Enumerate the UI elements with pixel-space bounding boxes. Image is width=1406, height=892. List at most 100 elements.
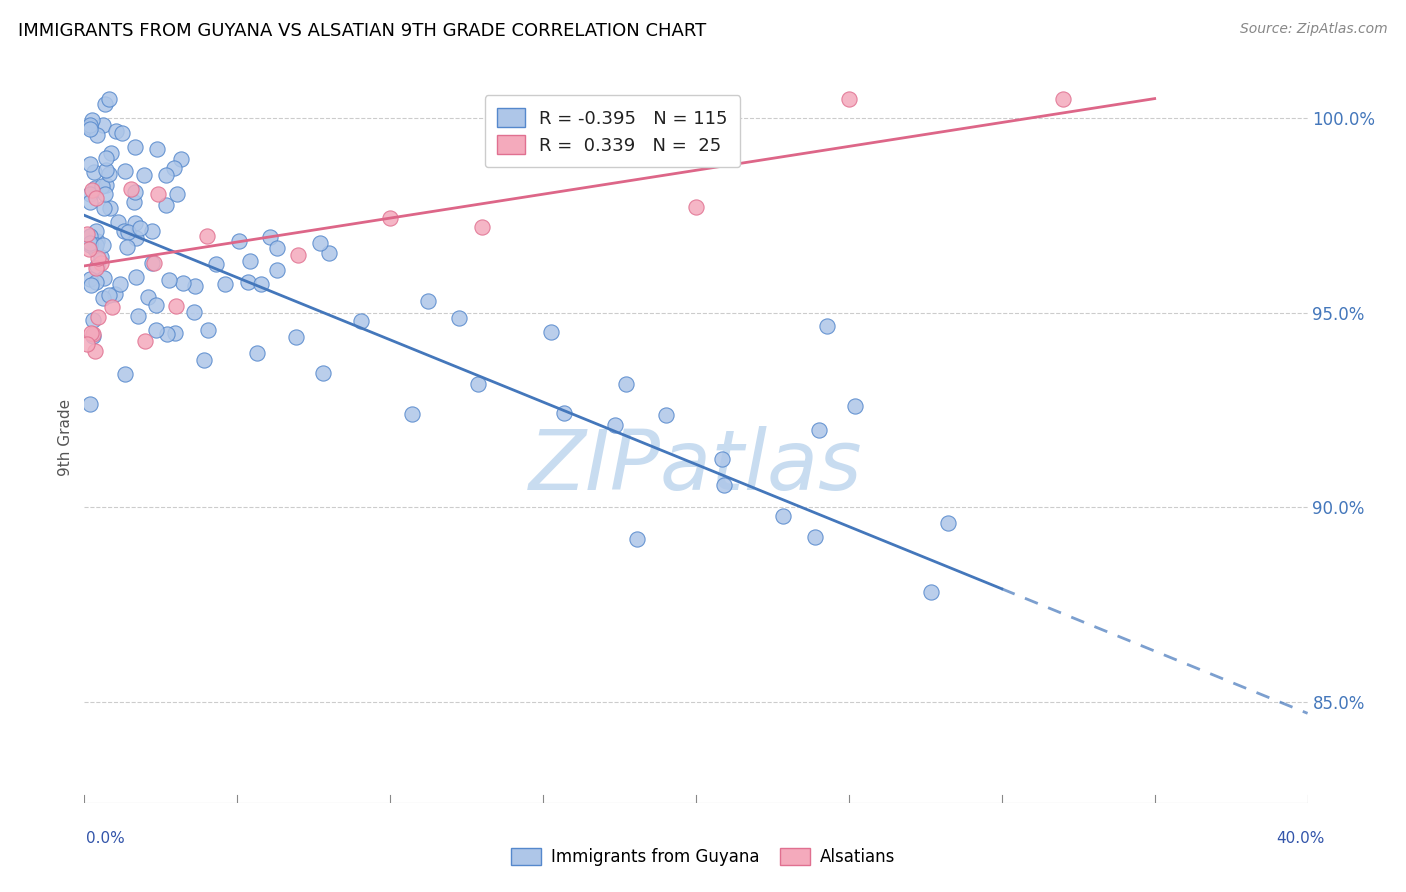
Point [145,298,167,312]
Point [134,168,156,182]
Point [416,293,439,308]
Legend: Immigrants from Guyana, Alsatians: Immigrants from Guyana, Alsatians [505,841,901,873]
Point [134,334,156,348]
Point [100,146,122,161]
Point [122,194,145,209]
Text: IMMIGRANTS FROM GUYANA VS ALSATIAN 9TH GRADE CORRELATION CHART: IMMIGRANTS FROM GUYANA VS ALSATIAN 9TH G… [18,22,707,40]
Point [93,270,115,285]
Text: 0.0%: 0.0% [86,831,125,846]
Point [141,256,163,270]
Point [107,215,129,229]
Point [120,182,142,196]
Point [287,248,309,262]
Point [93,291,115,305]
Point [84,191,107,205]
Point [125,231,148,245]
Point [239,253,262,268]
Point [97,92,120,106]
Point [1052,92,1074,106]
Point [105,124,128,138]
Point [76,227,98,241]
Point [142,255,165,269]
Point [193,353,215,368]
Point [79,118,101,132]
Point [96,163,118,178]
Point [136,290,159,304]
Point [804,530,827,544]
Point [844,399,866,413]
Point [170,153,193,167]
Point [76,337,98,351]
Point [713,478,735,492]
Text: ZIPatlas: ZIPatlas [529,425,863,507]
Point [79,186,101,201]
Point [93,202,115,216]
Point [83,242,105,256]
Point [84,238,107,252]
Point [86,128,108,142]
Point [183,305,205,319]
Point [266,241,288,255]
Point [86,234,108,248]
Point [83,165,105,179]
Point [94,151,117,165]
Point [129,220,152,235]
Point [157,273,180,287]
Point [807,423,830,437]
Point [401,407,423,421]
Point [101,301,124,315]
Point [114,367,136,381]
Point [80,277,103,292]
Point [127,310,149,324]
Point [104,287,127,301]
Point [98,201,121,215]
Point [146,142,169,156]
Point [124,186,146,200]
Point [79,120,101,134]
Point [117,240,139,254]
Point [108,277,131,291]
Point [82,312,104,326]
Point [553,406,575,420]
Point [97,167,120,181]
Point [172,276,194,290]
Y-axis label: 9th Grade: 9th Grade [58,399,73,475]
Point [80,183,103,197]
Point [84,344,107,359]
Point [540,325,562,339]
Point [124,139,146,153]
Point [155,327,177,342]
Point [90,255,112,269]
Point [91,118,114,132]
Point [79,228,101,243]
Point [250,277,273,292]
Point [80,326,103,340]
Point [79,122,101,136]
Point [603,417,626,432]
Point [166,186,188,201]
Point [184,279,207,293]
Point [467,377,489,392]
Point [145,323,167,337]
Point [114,163,136,178]
Point [84,181,107,195]
Point [79,229,101,244]
Point [447,311,470,326]
Point [86,275,108,289]
Point [655,408,678,422]
Point [79,156,101,170]
Point [87,251,110,265]
Point [259,230,281,244]
Point [214,277,236,291]
Point [91,238,114,252]
Point [111,126,134,140]
Point [84,261,107,276]
Point [838,92,860,106]
Legend: R = -0.395   N = 115, R =  0.339   N =  25: R = -0.395 N = 115, R = 0.339 N = 25 [485,95,740,168]
Point [94,97,117,112]
Point [471,219,494,234]
Point [90,178,112,193]
Text: Source: ZipAtlas.com: Source: ZipAtlas.com [1240,22,1388,37]
Point [165,299,187,313]
Point [77,242,100,256]
